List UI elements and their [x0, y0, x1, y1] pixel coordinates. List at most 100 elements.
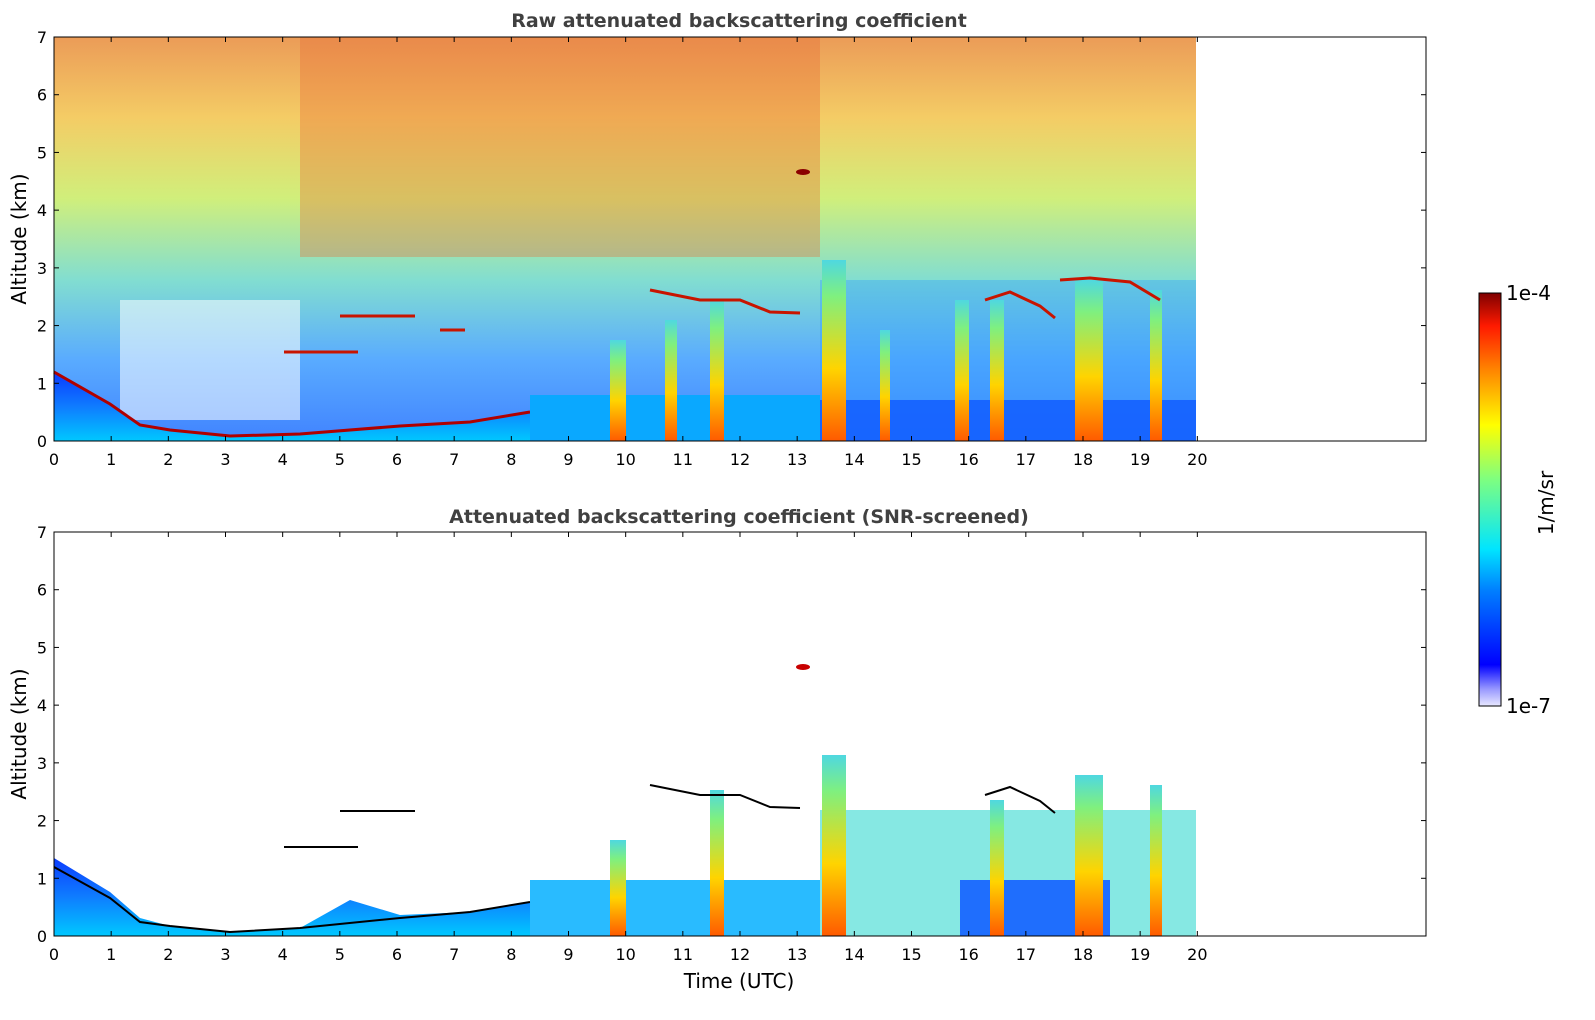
screened-y-tick-label: 6 — [37, 581, 47, 600]
screened-x-tick-label: 15 — [901, 945, 921, 964]
raw-x-tick-label: 18 — [1073, 450, 1093, 469]
raw-plume — [610, 340, 626, 441]
screened-x-tick-label: 13 — [787, 945, 807, 964]
raw-layer — [1059, 276, 1161, 302]
raw-x-tick-label: 6 — [392, 450, 402, 469]
raw-y-tick-label: 2 — [37, 317, 47, 336]
raw-data-area — [53, 37, 1426, 441]
raw-x-tick-label: 19 — [1130, 450, 1150, 469]
raw-x-tick-label: 4 — [278, 450, 288, 469]
screened-plume — [990, 800, 1004, 936]
screened-y-tick-label: 7 — [37, 523, 47, 542]
screened-plume — [710, 790, 724, 936]
screened-y-axis-label: Altitude (km) — [7, 668, 31, 799]
raw-plume — [880, 330, 890, 441]
raw-x-tick-label: 11 — [673, 450, 693, 469]
raw-boundary-layer-top — [53, 370, 531, 438]
screened-data-area — [53, 664, 1196, 936]
raw-noise-band-mid — [300, 37, 820, 257]
raw-x-tick-label: 8 — [506, 450, 516, 469]
screened-plume — [1150, 785, 1162, 936]
screened-x-ticks: 0 1 2 3 4 5 6 7 8 9 10 11 12 13 14 15 16 17 18 19 20 — [49, 532, 1208, 964]
raw-y-ticks: 0 1 2 3 4 5 6 7 — [37, 28, 1426, 451]
raw-y-tick-label: 7 — [37, 28, 47, 47]
screened-boundary-layer-top — [53, 866, 531, 934]
screened-y-tick-label: 4 — [37, 696, 47, 715]
colorbar-gradient — [1478, 292, 1502, 707]
raw-x-tick-label: 15 — [901, 450, 921, 469]
screened-x-tick-label: 10 — [615, 945, 635, 964]
screened-x-tick-label: 8 — [506, 945, 516, 964]
screened-x-tick-label: 19 — [1130, 945, 1150, 964]
screened-plume — [822, 755, 846, 936]
raw-y-tick-label: 3 — [37, 259, 47, 278]
x-axis-label: Time (UTC) — [683, 969, 795, 993]
raw-low-signal-band — [120, 300, 300, 420]
raw-y-tick-label: 1 — [37, 374, 47, 393]
raw-high-cloud — [796, 169, 810, 175]
screened-x-tick-label: 4 — [278, 945, 288, 964]
screened-high-cloud — [796, 664, 810, 670]
screened-x-tick-label: 2 — [163, 945, 173, 964]
colorbar: 1e-4 1e-7 1/m/sr — [1478, 281, 1558, 718]
raw-plume — [665, 320, 677, 441]
screened-y-tick-label: 2 — [37, 812, 47, 831]
colorbar-min-label: 1e-7 — [1506, 694, 1551, 718]
raw-x-tick-label: 1 — [106, 450, 116, 469]
screened-y-tick-label: 3 — [37, 754, 47, 773]
raw-x-tick-label: 0 — [49, 450, 59, 469]
screened-plume — [1075, 775, 1103, 936]
raw-x-tick-label: 17 — [1016, 450, 1036, 469]
screened-x-tick-label: 11 — [673, 945, 693, 964]
raw-y-tick-label: 6 — [37, 86, 47, 105]
screened-elevated-layers — [284, 664, 1056, 848]
screened-layer — [649, 784, 801, 809]
screened-layer — [984, 785, 1056, 814]
screened-panel-title: Attenuated backscattering coefficient (S… — [449, 506, 1029, 528]
screened-y-tick-label: 0 — [37, 927, 47, 946]
raw-plume — [1150, 290, 1162, 441]
screened-plume — [610, 840, 626, 936]
raw-y-axis-label: Altitude (km) — [7, 173, 31, 304]
raw-y-tick-label: 4 — [37, 201, 47, 220]
screened-backscatter-panel: Attenuated backscattering coefficient (S… — [7, 506, 1427, 993]
screened-x-tick-label: 7 — [449, 945, 459, 964]
screened-y-tick-label: 5 — [37, 638, 47, 657]
screened-boundary-layer — [54, 858, 530, 936]
raw-panel-title: Raw attenuated backscattering coefficien… — [511, 10, 967, 32]
colorbar-unit-label: 1/m/sr — [1534, 470, 1558, 535]
screened-x-tick-label: 5 — [335, 945, 345, 964]
screened-x-tick-label: 18 — [1073, 945, 1093, 964]
colorbar-max-label: 1e-4 — [1506, 281, 1551, 305]
raw-x-ticks: 0 1 2 3 4 5 6 7 8 9 10 11 12 13 14 15 16 17 18 19 20 — [49, 37, 1208, 469]
screened-x-tick-label: 12 — [730, 945, 750, 964]
raw-plume — [1075, 280, 1103, 441]
raw-plume — [955, 300, 969, 441]
raw-x-tick-label: 9 — [563, 450, 573, 469]
screened-x-tick-label: 3 — [220, 945, 230, 964]
raw-y-tick-label: 0 — [37, 432, 47, 451]
screened-x-tick-label: 1 — [106, 945, 116, 964]
raw-layer — [649, 288, 801, 315]
screened-axes-frame — [53, 531, 1427, 937]
raw-x-tick-label: 16 — [958, 450, 978, 469]
raw-x-tick-label: 3 — [220, 450, 230, 469]
screened-lowlayer — [530, 880, 820, 936]
raw-x-tick-label: 7 — [449, 450, 459, 469]
raw-blank-after-data — [1196, 37, 1426, 441]
raw-plume — [990, 300, 1004, 441]
screened-x-tick-label: 6 — [392, 945, 402, 964]
raw-x-tick-label: 20 — [1187, 450, 1207, 469]
raw-x-tick-label: 12 — [730, 450, 750, 469]
raw-x-tick-label: 14 — [844, 450, 864, 469]
raw-plume — [710, 300, 724, 441]
raw-layer — [984, 290, 1056, 320]
screened-x-tick-label: 20 — [1187, 945, 1207, 964]
screened-plumes — [610, 755, 1162, 936]
screened-x-tick-label: 17 — [1016, 945, 1036, 964]
raw-x-tick-label: 10 — [615, 450, 635, 469]
raw-plume — [822, 260, 846, 441]
screened-x-tick-label: 14 — [844, 945, 864, 964]
raw-elevated-layers — [284, 169, 1161, 354]
